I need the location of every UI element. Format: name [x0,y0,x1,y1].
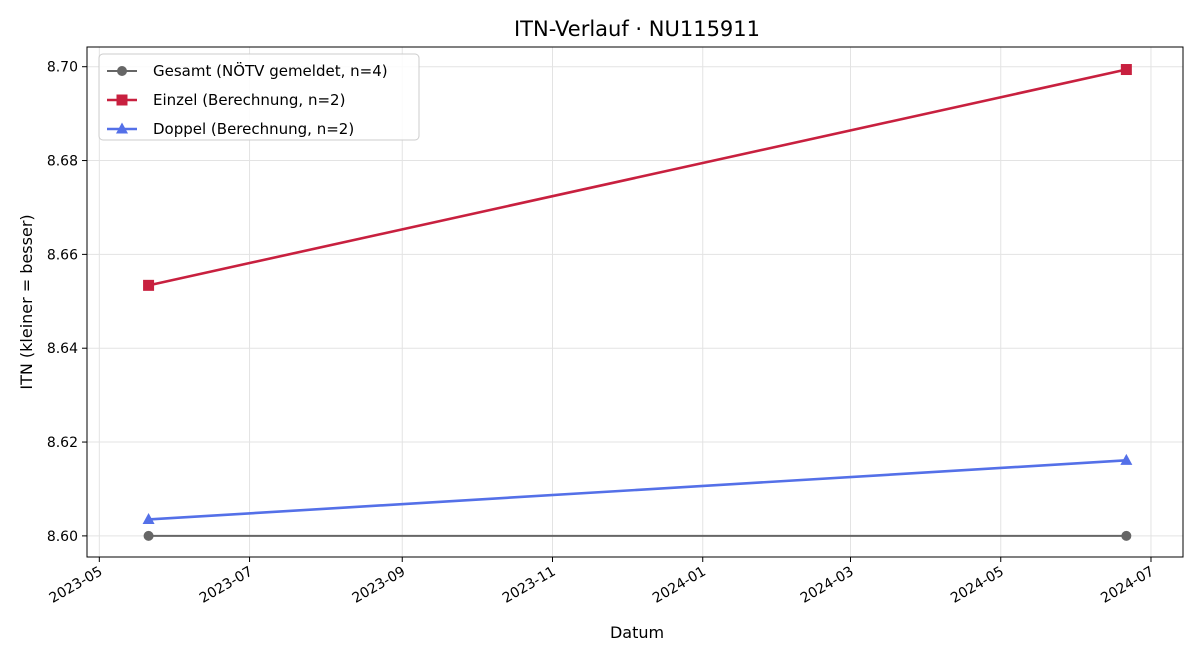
data-point [143,279,155,291]
x-axis-label: Datum [610,623,664,642]
series-group [143,64,1132,291]
legend-entry-label: Einzel (Berechnung, n=2) [153,91,345,109]
legend: Gesamt (NÖTV gemeldet, n=4) Einzel (Berec… [98,53,420,141]
legend-swatch-marker [116,94,128,106]
data-point [1120,64,1132,76]
legend-entry-label: Gesamt (NÖTV gemeldet, n=4) [153,61,388,80]
y-tick-label: 8.68 [47,154,78,170]
legend-swatch-marker [117,66,127,76]
data-point [143,530,154,541]
series-layer [142,64,1133,541]
legend-box [98,53,420,141]
y-tick-label: 8.62 [47,435,78,451]
y-tick-label: 8.64 [47,341,78,357]
y-tick-label: 8.60 [47,529,78,545]
series-group [143,530,1132,541]
data-point [1120,453,1133,465]
data-point [142,512,155,524]
series-line [148,68,1127,287]
legend-swatch-marker [116,122,128,134]
legend-entry-label: Doppel (Berechnung, n=2) [153,120,354,138]
y-tick-label: 8.66 [47,247,78,263]
data-point [1121,530,1132,541]
y-axis-label: ITN (kleiner = besser) [17,214,36,389]
series-group [142,453,1133,524]
chart-title: ITN-Verlauf · NU115911 [514,17,760,41]
series-line [148,459,1127,521]
y-tick-label: 8.70 [47,60,78,76]
plot-frame [86,46,1184,558]
